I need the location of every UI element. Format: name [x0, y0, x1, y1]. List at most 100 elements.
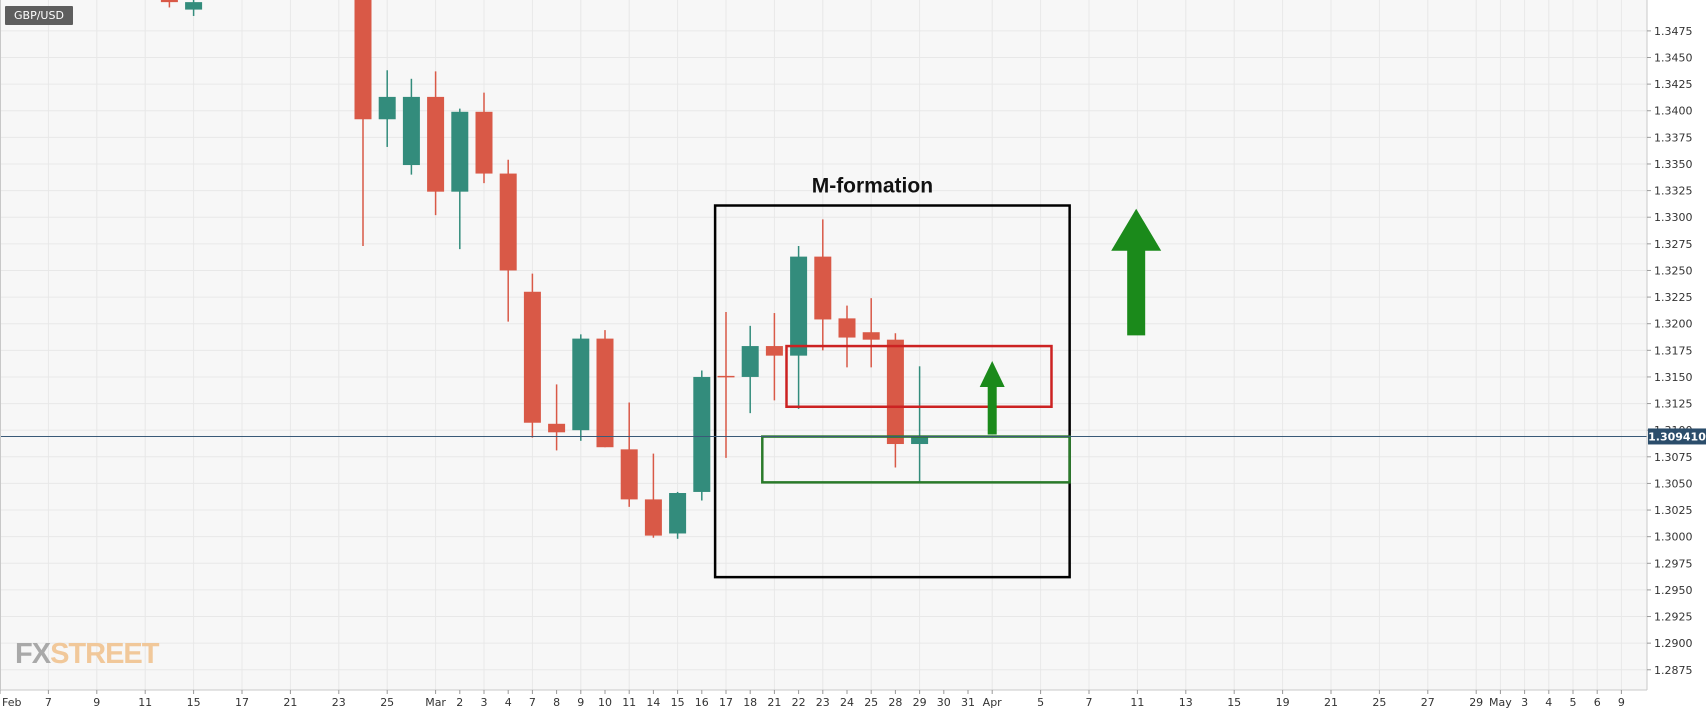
- candle-body: [814, 256, 832, 320]
- candle-body: [475, 111, 493, 174]
- m-formation-box: [713, 204, 1071, 579]
- candle: [862, 298, 880, 368]
- candle: [814, 219, 832, 351]
- x-tick-label: 9: [577, 696, 584, 709]
- symbol-badge: GBP/USD: [5, 6, 73, 25]
- candle: [886, 333, 904, 468]
- x-tick-label: 15: [1227, 696, 1241, 709]
- small-up-arrow: [979, 360, 1005, 435]
- x-tick-label: 25: [380, 696, 394, 709]
- candle-body: [402, 96, 420, 166]
- candle: [644, 453, 662, 538]
- x-tick-label: 9: [93, 696, 100, 709]
- x-tick-label: 23: [816, 696, 830, 709]
- y-tick-label: 1.2975: [1654, 557, 1693, 570]
- x-tick-label: 29: [1469, 696, 1483, 709]
- y-tick-label: 1.3175: [1654, 344, 1693, 357]
- candle-body: [354, 0, 372, 120]
- candle: [790, 245, 808, 409]
- candle: [475, 92, 493, 184]
- candle: [765, 313, 783, 401]
- x-tick-label: 21: [283, 696, 297, 709]
- y-tick-label: 1.3275: [1654, 238, 1693, 251]
- candle: [572, 334, 590, 441]
- x-tick-label: 17: [719, 696, 733, 709]
- candle: [669, 491, 687, 539]
- candle-body: [862, 332, 880, 340]
- candle: [427, 71, 445, 216]
- candle-body: [838, 318, 856, 338]
- x-tick-label: 11: [1130, 696, 1144, 709]
- x-tick-label: Apr: [983, 696, 1003, 709]
- resistance-box: [785, 344, 1053, 409]
- candle-body: [451, 111, 469, 192]
- y-tick-label: 1.3375: [1654, 131, 1693, 144]
- candle-body: [620, 449, 638, 500]
- x-tick-label: 22: [792, 696, 806, 709]
- candle-body: [160, 0, 178, 3]
- current-price-tag: [1648, 428, 1706, 445]
- y-tick-label: 1.2900: [1654, 637, 1693, 650]
- x-tick-label: 28: [888, 696, 902, 709]
- annotations: M-formation: [713, 175, 1162, 579]
- y-tick-label: 1.3300: [1654, 211, 1693, 224]
- candle-body: [523, 291, 541, 423]
- y-tick-label: 1.3350: [1654, 158, 1693, 171]
- x-tick-label: 6: [1594, 696, 1601, 709]
- candle-body: [886, 339, 904, 445]
- y-tick-label: 1.3150: [1654, 371, 1693, 384]
- candle-body: [717, 375, 735, 378]
- candle-body: [499, 173, 517, 271]
- y-tick-label: 1.3000: [1654, 531, 1693, 544]
- x-tick-label: 30: [937, 696, 951, 709]
- x-tick-label: 4: [505, 696, 512, 709]
- candle: [741, 325, 759, 414]
- y-tick-label: 1.3125: [1654, 398, 1693, 411]
- candle-body: [790, 256, 808, 356]
- candle: [451, 108, 469, 250]
- candle-body: [427, 96, 445, 192]
- candle-body: [669, 493, 687, 534]
- x-tick-label: 25: [1372, 696, 1386, 709]
- y-tick-label: 1.3050: [1654, 477, 1693, 490]
- candle: [620, 402, 638, 507]
- x-tick-label: 11: [138, 696, 152, 709]
- x-tick-label: 10: [598, 696, 612, 709]
- candle: [378, 70, 396, 147]
- candle: [911, 366, 929, 484]
- y-tick-label: 1.2925: [1654, 611, 1693, 624]
- candle-body: [548, 423, 566, 433]
- big-up-arrow: [1111, 208, 1162, 336]
- candle-body: [572, 338, 590, 431]
- candle: [499, 159, 517, 322]
- candle-body: [378, 96, 396, 120]
- candle: [185, 0, 203, 16]
- y-tick-label: 1.3450: [1654, 52, 1693, 65]
- x-tick-label: Mar: [425, 696, 446, 709]
- candle: [596, 330, 614, 448]
- y-tick-label: 1.3475: [1654, 25, 1693, 38]
- x-tick-label: 14: [646, 696, 660, 709]
- candle: [160, 0, 178, 8]
- candle-body: [596, 338, 614, 448]
- y-tick-label: 1.2950: [1654, 584, 1693, 597]
- x-tick-label: 16: [695, 696, 709, 709]
- logo-fx: FX: [15, 638, 51, 670]
- logo-street: STREET: [50, 638, 159, 670]
- x-tick-label: 11: [622, 696, 636, 709]
- x-tick-label: 13: [1179, 696, 1193, 709]
- x-tick-label: 15: [187, 696, 201, 709]
- candle: [523, 273, 541, 438]
- x-tick-label: 5: [1570, 696, 1577, 709]
- candle-body: [765, 346, 783, 356]
- x-tick-label: 5: [1037, 696, 1044, 709]
- candle-body: [185, 2, 203, 10]
- x-tick-label: 3: [481, 696, 488, 709]
- x-tick-label: 17: [235, 696, 249, 709]
- x-tick-label: 24: [840, 696, 854, 709]
- candle: [402, 78, 420, 175]
- x-tick-label: 7: [1086, 696, 1093, 709]
- y-tick-label: 1.3075: [1654, 451, 1693, 464]
